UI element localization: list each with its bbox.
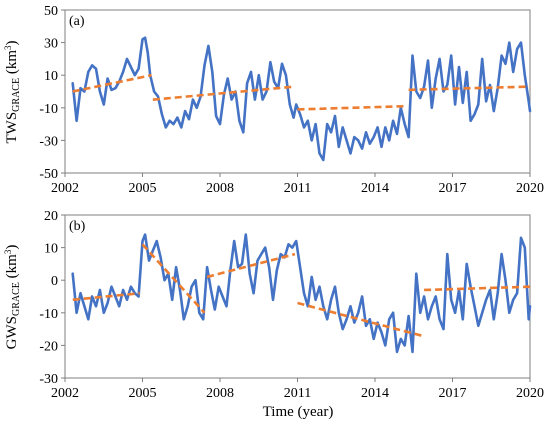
trend-line: [408, 85, 531, 92]
y-axis-title-unit-close: ): [4, 245, 20, 250]
trend-line: [297, 104, 407, 111]
x-tick-label: 2005: [129, 386, 157, 401]
trend-line: [72, 73, 152, 93]
y-tick-label: 0: [51, 274, 58, 289]
y-axis-title-unit-open: (km: [4, 254, 20, 282]
trend-line: [206, 252, 296, 279]
plot-frame: [64, 9, 531, 174]
series-line: [71, 36, 532, 162]
x-tick-label: 2008: [206, 181, 234, 196]
y-tick-label: -20: [39, 339, 58, 354]
y-tick-label: -10: [39, 102, 58, 117]
trend-line: [152, 85, 296, 101]
x-tick-label: 2008: [206, 386, 234, 401]
y-tick-label: 10: [44, 242, 58, 257]
trend-line: [141, 243, 206, 314]
panel-label: (a): [69, 14, 85, 29]
y-axis-title-subscript: GRACE: [11, 282, 22, 316]
y-axis-title-unit-open: (km: [4, 50, 20, 78]
y-axis-title-unit-close: ): [4, 41, 20, 46]
y-tick-label: 10: [44, 69, 58, 84]
x-tick-label: 2017: [439, 386, 467, 401]
y-tick-label: 30: [44, 37, 58, 52]
y-axis-title-subscript: GRACE: [11, 78, 22, 112]
y-axis-title-main: TWS: [4, 112, 20, 144]
trend-line: [424, 285, 531, 292]
x-tick-label: 2020: [516, 181, 544, 196]
y-axis-title-main: GWS: [4, 316, 20, 349]
y-axis-title-unit-superscript: 3: [3, 45, 13, 50]
y-axis-title-unit-superscript: 3: [3, 249, 13, 254]
y-tick-label: -30: [39, 372, 58, 387]
x-tick-label: 2011: [284, 181, 311, 196]
x-tick-label: 2011: [284, 386, 311, 401]
y-tick-label: -50: [39, 167, 58, 182]
x-tick-label: 2002: [51, 181, 79, 196]
y-axis-title: TWSGRACE (km3): [3, 41, 22, 144]
y-tick-label: 50: [44, 4, 58, 19]
trend-line: [72, 291, 141, 302]
x-tick-label: 2017: [439, 181, 467, 196]
y-axis-title: GWSGRACE (km3): [3, 245, 22, 350]
y-tick-label: -10: [39, 307, 58, 322]
x-tick-label: 2014: [361, 181, 389, 196]
y-tick-label: 20: [44, 209, 58, 224]
x-axis-title: Time (year): [263, 404, 334, 420]
x-tick-label: 2020: [516, 386, 544, 401]
series-line: [71, 233, 532, 354]
x-tick-label: 2014: [361, 386, 389, 401]
y-tick-label: -30: [39, 134, 58, 149]
x-tick-label: 2002: [51, 386, 79, 401]
panel-label: (b): [69, 219, 86, 234]
x-tick-label: 2005: [129, 181, 157, 196]
